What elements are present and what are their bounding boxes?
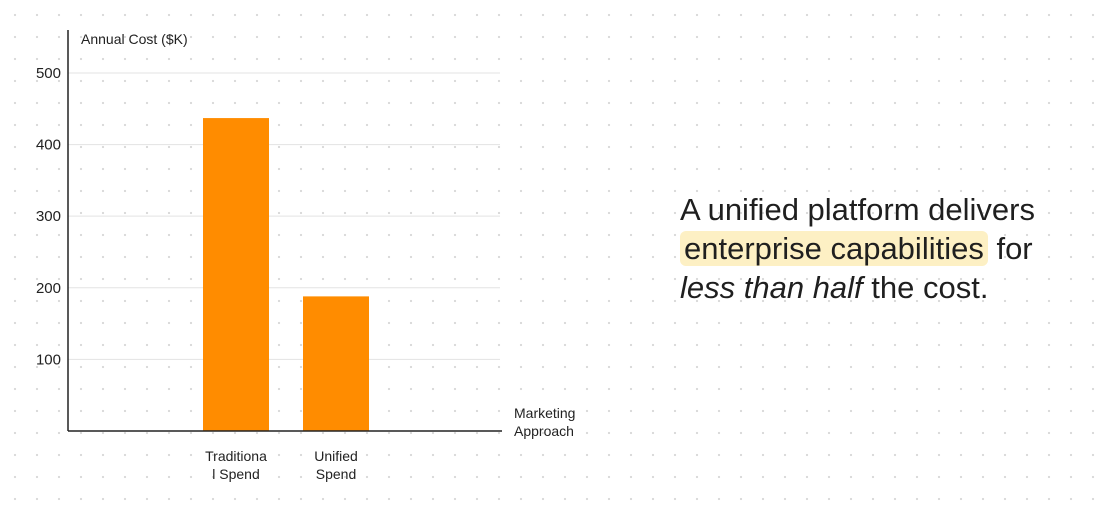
category-label: Unified Spend — [314, 448, 358, 482]
category-label-line: Unified — [314, 448, 358, 464]
bar — [203, 118, 269, 431]
bar — [303, 296, 369, 431]
y-tick-label: 300 — [36, 208, 61, 225]
y-tick-label: 500 — [36, 65, 61, 82]
x-axis-title: Marketing Approach — [514, 405, 579, 439]
headline-part-1: A unified platform delivers — [680, 192, 1035, 227]
category-labels: Traditiona l Spend Unified Spend — [205, 448, 358, 482]
category-label-line: Traditiona — [205, 448, 267, 464]
y-tick-label: 100 — [36, 351, 61, 368]
headline-emphasis: less than half — [680, 270, 863, 305]
bars — [203, 118, 369, 431]
headline: A unified platform delivers enterprise c… — [680, 190, 1100, 307]
y-tick-label: 400 — [36, 137, 61, 154]
category-label-line: Spend — [316, 466, 356, 482]
category-label-line: l Spend — [212, 466, 259, 482]
headline-part-2: for — [996, 231, 1033, 266]
y-tick-labels: 100 200 300 400 500 — [36, 65, 61, 368]
x-axis-title-line-2: Approach — [514, 423, 574, 439]
y-tick-label: 200 — [36, 280, 61, 297]
x-axis-title-line-1: Marketing — [514, 405, 575, 421]
headline-highlight: enterprise capabilities — [680, 231, 988, 266]
category-label: Traditiona l Spend — [205, 448, 267, 482]
grid-lines — [68, 72, 500, 360]
headline-part-3: the cost. — [871, 270, 989, 305]
y-axis-title: Annual Cost ($K) — [81, 31, 188, 47]
bar-chart: 100 200 300 400 500 Traditiona l Spend Unified… — [36, 30, 579, 482]
